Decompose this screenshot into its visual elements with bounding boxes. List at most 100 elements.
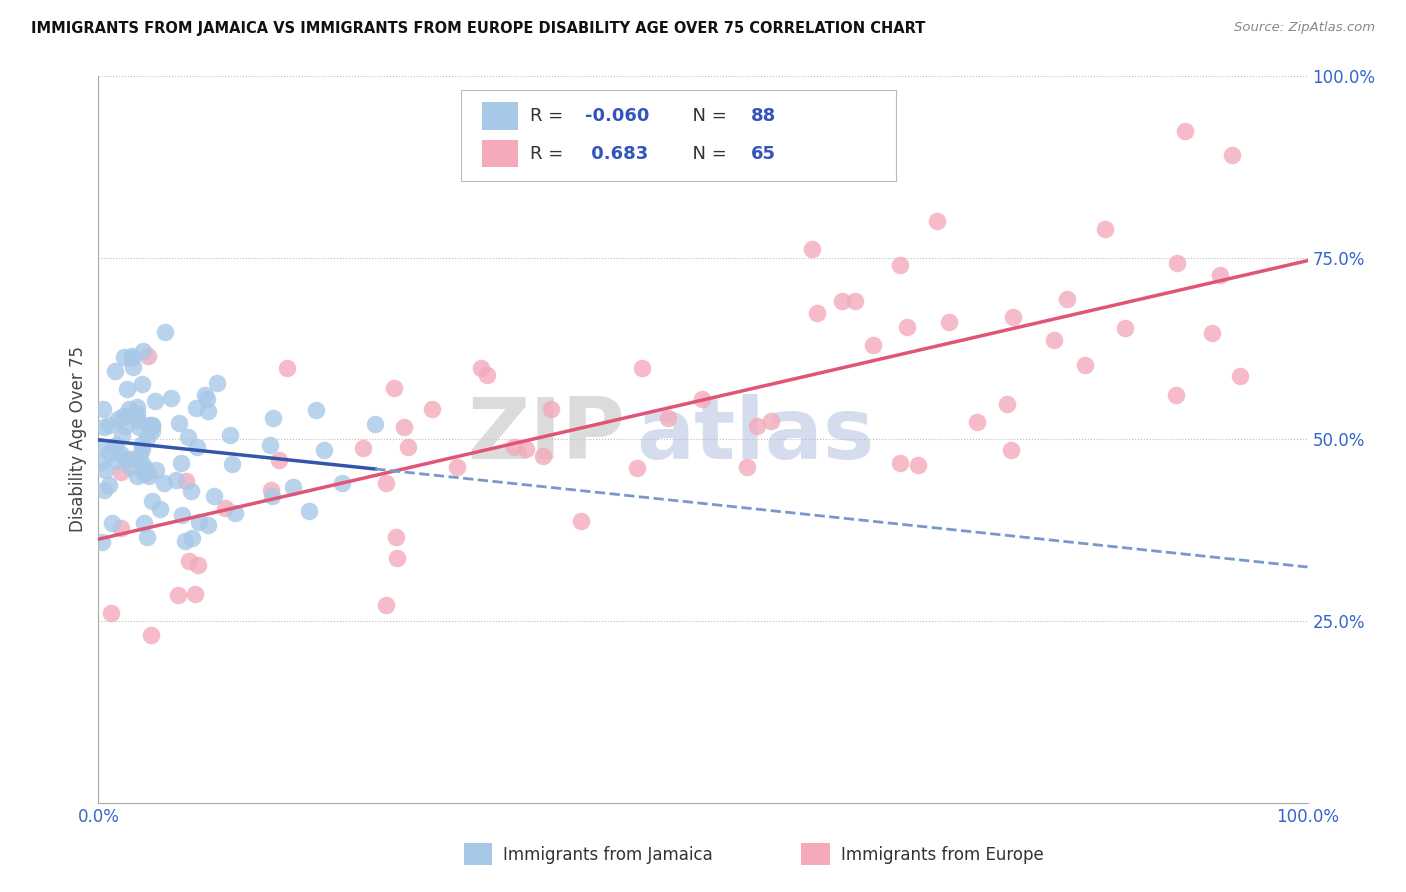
- Point: [298, 504, 321, 518]
- Point: [136, 350, 159, 364]
- Point: [219, 427, 242, 442]
- Point: [131, 377, 153, 392]
- Point: [188, 515, 211, 529]
- Point: [94, 463, 117, 477]
- Point: [1229, 368, 1251, 383]
- Point: [167, 416, 190, 430]
- Point: [1201, 326, 1223, 340]
- Point: [352, 441, 374, 455]
- Point: [132, 516, 155, 531]
- Point: [110, 521, 132, 535]
- Point: [107, 412, 129, 426]
- Point: [187, 558, 209, 572]
- Point: [170, 456, 193, 470]
- Point: [995, 397, 1018, 411]
- Point: [214, 500, 236, 515]
- Text: 0.683: 0.683: [585, 145, 648, 162]
- Point: [831, 293, 853, 308]
- Point: [224, 506, 246, 520]
- Point: [927, 214, 949, 228]
- Point: [205, 376, 228, 391]
- Point: [173, 533, 195, 548]
- Point: [93, 483, 115, 498]
- Point: [262, 410, 284, 425]
- Text: -0.060: -0.060: [585, 107, 650, 125]
- Point: [801, 243, 824, 257]
- Point: [1166, 256, 1188, 270]
- Point: [127, 413, 149, 427]
- Point: [128, 419, 150, 434]
- Point: [112, 409, 135, 424]
- Point: [896, 320, 918, 334]
- Point: [503, 440, 526, 454]
- Point: [477, 368, 499, 382]
- Point: [107, 454, 129, 468]
- Point: [195, 392, 218, 406]
- Text: IMMIGRANTS FROM JAMAICA VS IMMIGRANTS FROM EUROPE DISABILITY AGE OVER 75 CORRELA: IMMIGRANTS FROM JAMAICA VS IMMIGRANTS FR…: [31, 21, 925, 37]
- Point: [97, 417, 120, 432]
- Point: [98, 446, 121, 460]
- Point: [114, 409, 136, 423]
- Text: N =: N =: [682, 145, 733, 162]
- Point: [90, 439, 112, 453]
- Point: [938, 315, 960, 329]
- Point: [759, 414, 782, 428]
- Text: 65: 65: [751, 145, 776, 162]
- Point: [202, 489, 225, 503]
- Point: [262, 489, 284, 503]
- Point: [276, 361, 298, 376]
- Y-axis label: Disability Age Over 75: Disability Age Over 75: [69, 346, 87, 533]
- Point: [100, 607, 122, 621]
- Point: [180, 531, 202, 545]
- Point: [690, 392, 713, 406]
- Point: [134, 462, 156, 476]
- Point: [145, 463, 167, 477]
- Point: [129, 448, 152, 462]
- Point: [907, 458, 929, 473]
- Point: [375, 476, 398, 491]
- Point: [197, 404, 219, 418]
- Point: [1094, 222, 1116, 236]
- Point: [167, 588, 190, 602]
- Point: [515, 442, 537, 456]
- Point: [112, 351, 135, 365]
- Point: [384, 530, 406, 544]
- Point: [267, 453, 290, 467]
- Point: [396, 440, 419, 454]
- Point: [382, 381, 405, 395]
- Point: [138, 468, 160, 483]
- Point: [1114, 320, 1136, 334]
- Point: [330, 475, 353, 490]
- Point: [114, 451, 136, 466]
- Point: [93, 402, 115, 417]
- Point: [1043, 334, 1066, 348]
- Point: [127, 400, 149, 414]
- Point: [141, 425, 163, 439]
- Text: atlas: atlas: [637, 394, 875, 477]
- Point: [531, 449, 554, 463]
- Point: [90, 455, 112, 469]
- Point: [118, 402, 141, 417]
- Point: [141, 627, 163, 641]
- Point: [844, 293, 866, 308]
- Point: [115, 382, 138, 396]
- Text: R =: R =: [530, 145, 569, 162]
- Point: [221, 457, 243, 471]
- Point: [180, 483, 202, 498]
- Bar: [482, 102, 517, 129]
- Point: [314, 443, 336, 458]
- Point: [1074, 358, 1097, 372]
- Point: [631, 360, 654, 375]
- Point: [134, 465, 156, 479]
- Point: [657, 410, 679, 425]
- Point: [281, 480, 304, 494]
- Point: [136, 431, 159, 445]
- Point: [141, 493, 163, 508]
- Point: [186, 441, 208, 455]
- Point: [569, 514, 592, 528]
- Point: [862, 338, 884, 352]
- Point: [184, 587, 207, 601]
- Point: [259, 438, 281, 452]
- Point: [114, 418, 136, 433]
- Point: [165, 473, 187, 487]
